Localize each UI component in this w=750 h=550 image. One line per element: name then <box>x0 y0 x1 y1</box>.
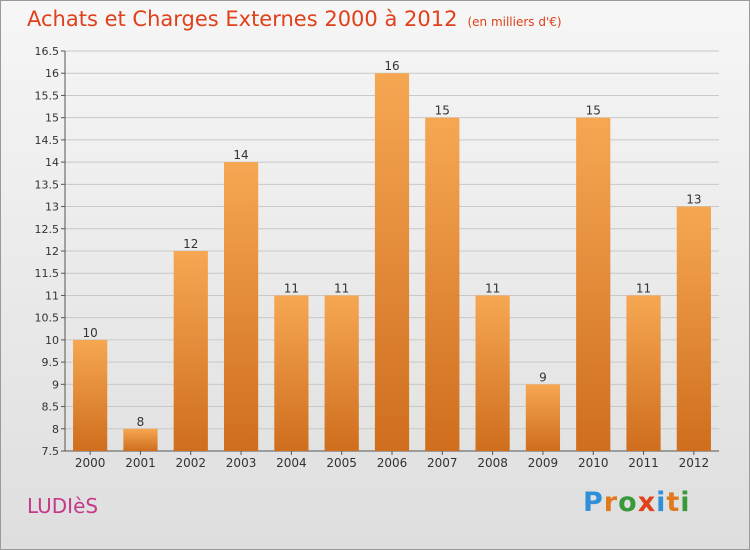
x-tick-label: 2000 <box>75 456 106 470</box>
proxiti-logo: Proxiti <box>583 487 691 518</box>
value-label: 15 <box>435 104 450 118</box>
x-tick-label: 2003 <box>226 456 257 470</box>
chart-title: Achats et Charges Externes 2000 à 2012 (e… <box>27 7 562 31</box>
y-tick-label: 15.5 <box>35 89 60 102</box>
value-label: 12 <box>183 237 198 251</box>
x-tick-label: 2001 <box>125 456 156 470</box>
bar <box>123 428 158 451</box>
y-tick-label: 12.5 <box>35 223 60 236</box>
bar <box>676 206 711 451</box>
bar <box>576 117 611 452</box>
y-tick-label: 8 <box>52 423 59 436</box>
y-tick-label: 10 <box>45 334 59 347</box>
value-label: 14 <box>233 148 248 162</box>
y-tick-label: 9.5 <box>42 356 60 369</box>
logo-letter: t <box>666 487 681 518</box>
x-tick-labels: 2000 2001 2002 2003 2004 2005 2006 2007 2008 2009… <box>75 456 709 470</box>
y-tick-label: 7.5 <box>42 445 60 458</box>
y-tick-label: 13 <box>45 201 59 214</box>
bar <box>374 73 410 451</box>
logo-letter: i <box>680 487 691 518</box>
y-tick-label: 16.5 <box>35 45 60 58</box>
bar <box>626 295 661 451</box>
x-tick-label: 2008 <box>477 456 508 470</box>
bar <box>223 162 259 451</box>
bar <box>324 295 359 451</box>
x-tick-label: 2005 <box>326 456 357 470</box>
chart-title-text: Achats et Charges Externes 2000 à 2012 <box>27 7 458 31</box>
bar <box>173 251 208 451</box>
x-tick-label: 2009 <box>528 456 559 470</box>
y-tick-label: 14 <box>45 156 59 169</box>
value-label: 11 <box>636 281 651 295</box>
y-tick-label: 15 <box>45 112 59 125</box>
value-label: 11 <box>284 281 299 295</box>
logo-letter: x <box>637 487 657 518</box>
bar <box>475 295 510 451</box>
y-tick-label: 12 <box>45 245 59 258</box>
y-tick-label: 16 <box>45 67 59 80</box>
logo-letter: i <box>656 487 667 518</box>
x-tick-label: 2012 <box>679 456 710 470</box>
commune-name: LUDIèS <box>27 494 99 518</box>
x-tick-label: 2002 <box>175 456 206 470</box>
y-tick-label: 10.5 <box>35 312 60 325</box>
bar <box>73 339 108 451</box>
x-tick-label: 2010 <box>578 456 609 470</box>
y-tick-label: 8.5 <box>42 401 60 414</box>
value-label: 13 <box>686 193 701 207</box>
chart-unit: (en milliers d'€) <box>467 15 562 29</box>
x-tick-label: 2006 <box>377 456 408 470</box>
y-tick-label: 14.5 <box>35 134 60 147</box>
bars <box>73 73 711 452</box>
logo-letter: P <box>583 487 604 518</box>
value-labels: 10 8 12 14 11 11 16 15 11 9 15 11 13 <box>83 59 702 429</box>
y-tick-label: 9 <box>52 378 59 391</box>
y-tick-label: 11 <box>45 289 59 302</box>
value-label: 11 <box>485 281 500 295</box>
bar <box>425 117 460 452</box>
x-tick-label: 2004 <box>276 456 307 470</box>
logo-letter: o <box>618 487 638 518</box>
y-tick-labels: 7.5 8 8.5 9 9.5 10 10.5 11 11.5 12 12.5 13 13.5 14 14.… <box>35 45 60 458</box>
value-label: 8 <box>137 415 145 429</box>
y-tick-label: 13.5 <box>35 178 60 191</box>
x-tick-label: 2007 <box>427 456 458 470</box>
value-label: 11 <box>334 281 349 295</box>
bar <box>274 295 309 451</box>
value-label: 10 <box>83 326 98 340</box>
value-label: 15 <box>586 104 601 118</box>
value-label: 16 <box>384 59 399 73</box>
bar <box>525 384 561 451</box>
y-tick-label: 11.5 <box>35 267 60 280</box>
value-label: 9 <box>539 370 547 384</box>
x-tick-label: 2011 <box>628 456 659 470</box>
logo-letter: r <box>603 487 619 518</box>
